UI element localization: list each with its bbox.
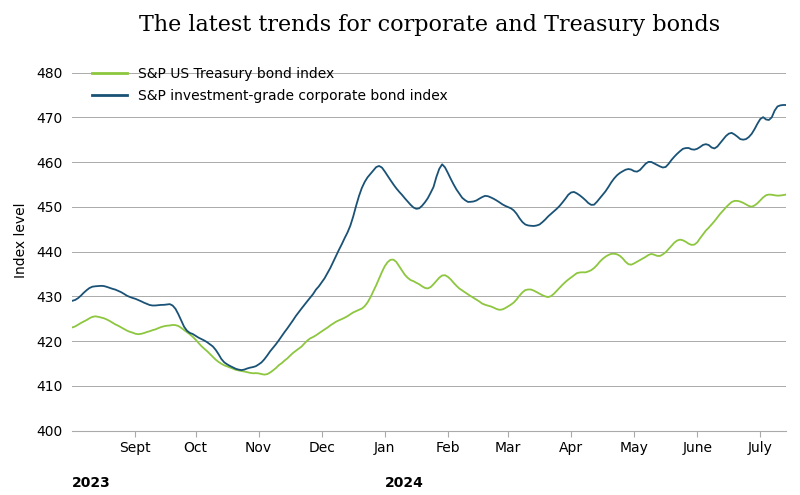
Legend: S&P US Treasury bond index, S&P investment-grade corporate bond index: S&P US Treasury bond index, S&P investme… [86, 61, 453, 108]
Text: 2024: 2024 [385, 476, 424, 490]
Text: 2023: 2023 [72, 476, 111, 490]
Title: The latest trends for corporate and Treasury bonds: The latest trends for corporate and Trea… [138, 14, 720, 36]
Y-axis label: Index level: Index level [14, 203, 28, 278]
